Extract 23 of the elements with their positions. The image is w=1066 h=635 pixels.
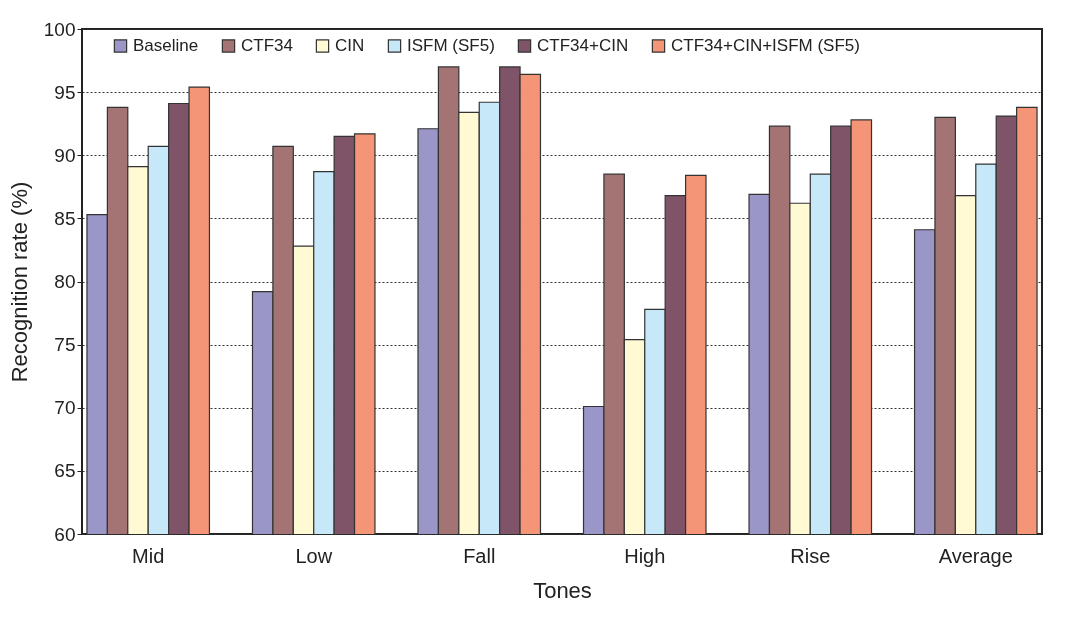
x-axis-title: Tones xyxy=(533,577,592,603)
x-tick-label: Average xyxy=(938,544,1013,567)
legend-label: ISFM (SF5) xyxy=(407,35,495,55)
y-tick-label: 95 xyxy=(54,81,76,103)
y-tick-label: 100 xyxy=(43,18,76,40)
y-tick-label: 90 xyxy=(54,144,76,166)
y-tick-label: 75 xyxy=(54,334,76,356)
y-tick-label: 80 xyxy=(54,271,76,292)
y-tick-label: 85 xyxy=(54,207,76,229)
y-tick-label: 60 xyxy=(54,523,76,545)
legend-label: CTF34 xyxy=(241,35,293,55)
legend-label: CIN xyxy=(335,35,365,55)
y-axis-title: Recognition rate (%) xyxy=(6,181,32,383)
y-tick-label: 70 xyxy=(54,397,76,419)
x-tick-label: High xyxy=(624,544,666,567)
y-tick-label: 65 xyxy=(54,460,76,482)
legend-label: CTF34+CIN xyxy=(537,35,629,55)
x-tick-label: Fall xyxy=(463,544,496,567)
x-tick-label: Low xyxy=(295,544,333,567)
x-tick-label: Mid xyxy=(132,544,165,567)
x-tick-label: Rise xyxy=(790,544,831,567)
legend-label: CTF34+CIN+ISFM (SF5) xyxy=(671,35,860,55)
legend-label: Baseline xyxy=(133,35,199,55)
